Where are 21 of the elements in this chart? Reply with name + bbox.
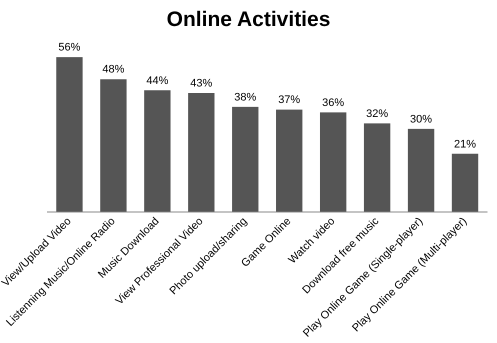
data-label: 32% [366, 108, 388, 120]
bar [276, 110, 302, 212]
data-label: 38% [234, 91, 256, 104]
bar [144, 90, 171, 212]
bar [364, 123, 390, 212]
bar [320, 112, 346, 212]
bar [188, 93, 214, 212]
data-label: 21% [454, 138, 476, 150]
data-label: 43% [190, 78, 213, 90]
chart-title: Online Activities [166, 8, 332, 33]
data-label: 44% [146, 74, 169, 87]
bar [408, 128, 434, 212]
data-label: 56% [58, 42, 81, 54]
bar [452, 154, 478, 212]
data-label: 36% [322, 96, 344, 109]
data-label: 30% [410, 113, 432, 126]
bar [56, 57, 83, 212]
bar [232, 106, 258, 212]
data-label: 37% [278, 94, 300, 106]
data-label: 48% [102, 64, 125, 76]
bar [100, 79, 127, 212]
